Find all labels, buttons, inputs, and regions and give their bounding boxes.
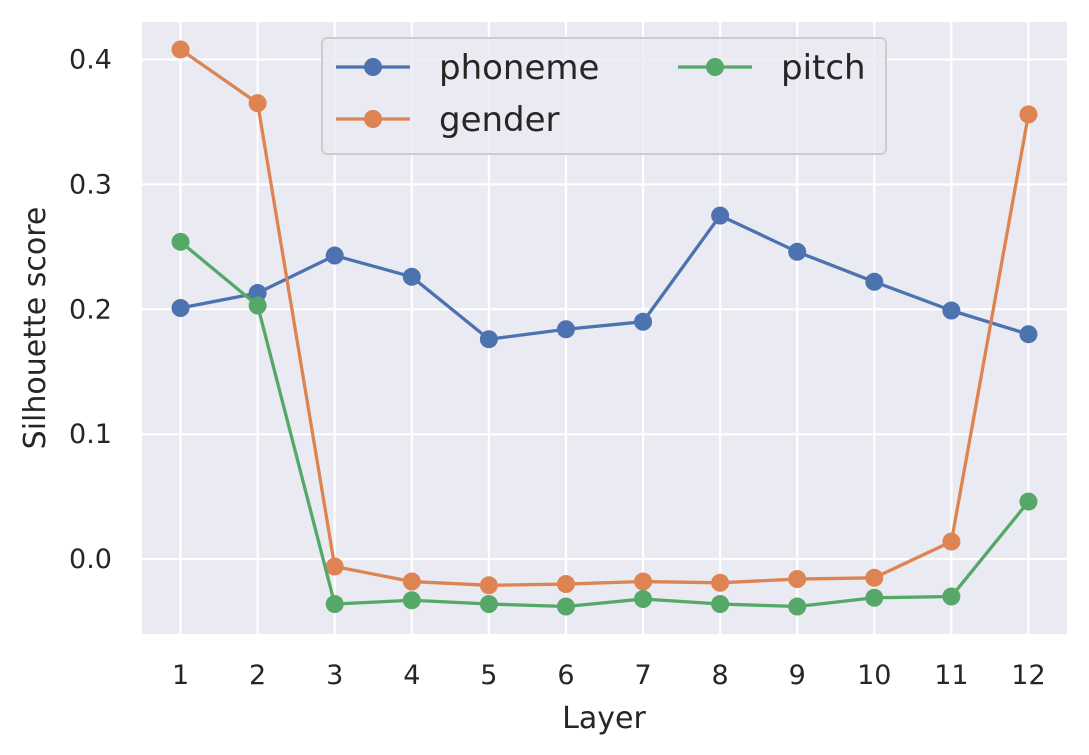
x-axis-label: Layer — [562, 701, 646, 736]
data-point-gender — [634, 572, 653, 591]
x-tick-label: 8 — [712, 660, 729, 691]
data-point-pitch — [171, 232, 190, 251]
data-point-gender — [865, 568, 884, 587]
legend-label: pitch — [781, 48, 866, 88]
x-tick-label: 6 — [557, 660, 574, 691]
legend-entry-gender: gender — [336, 100, 560, 140]
data-point-phoneme — [556, 320, 575, 339]
y-axis-label: Silhouette score — [18, 207, 53, 450]
series-line-phoneme — [178, 213, 1031, 341]
x-tick-label: 4 — [403, 660, 420, 691]
data-point-gender — [248, 94, 267, 113]
legend-label: gender — [439, 100, 560, 140]
series-layer — [171, 40, 1038, 616]
data-point-phoneme — [325, 246, 344, 265]
data-point-phoneme — [402, 267, 421, 286]
data-point-gender — [1019, 105, 1038, 124]
data-point-gender — [325, 557, 344, 576]
series-gender — [171, 40, 1038, 595]
x-tick-label: 7 — [634, 660, 651, 691]
data-point-pitch — [942, 587, 961, 606]
data-point-phoneme — [634, 312, 653, 331]
y-tick-label: 0.0 — [69, 544, 112, 575]
data-point-pitch — [1019, 492, 1038, 511]
data-point-pitch — [479, 595, 498, 614]
data-point-phoneme — [171, 299, 190, 318]
data-point-gender — [556, 575, 575, 594]
x-tick-label: 3 — [326, 660, 343, 691]
series-pitch — [171, 232, 1038, 616]
legend-label: phoneme — [439, 48, 599, 88]
data-point-phoneme — [788, 242, 807, 261]
data-point-pitch — [556, 597, 575, 616]
legend: phoneme gender pitch — [321, 37, 887, 155]
data-point-pitch — [402, 591, 421, 610]
data-point-pitch — [865, 588, 884, 607]
data-point-pitch — [711, 595, 730, 614]
x-tick-label: 12 — [1011, 660, 1045, 691]
legend-marker — [364, 58, 382, 76]
data-point-gender — [479, 576, 498, 595]
data-point-gender — [942, 532, 961, 551]
x-tick-label: 5 — [480, 660, 497, 691]
data-point-pitch — [788, 597, 807, 616]
x-tick-label: 2 — [249, 660, 266, 691]
data-point-phoneme — [711, 206, 730, 225]
y-tick-label: 0.4 — [69, 44, 112, 75]
data-point-phoneme — [942, 301, 961, 320]
series-line-gender — [178, 47, 1031, 587]
y-tick-label: 0.2 — [69, 294, 112, 325]
data-point-phoneme — [1019, 325, 1038, 344]
x-tick-label: 9 — [789, 660, 806, 691]
data-point-pitch — [634, 590, 653, 609]
legend-entry-phoneme: phoneme — [336, 48, 599, 88]
data-point-gender — [402, 572, 421, 591]
y-tick-label: 0.3 — [69, 169, 112, 200]
data-point-gender — [171, 40, 190, 59]
x-tick-label: 1 — [172, 660, 189, 691]
data-point-phoneme — [248, 284, 267, 303]
data-point-pitch — [248, 296, 267, 315]
data-point-gender — [788, 570, 807, 589]
series-line-pitch — [178, 240, 1031, 609]
legend-marker — [706, 58, 724, 76]
x-tick-label: 11 — [934, 660, 968, 691]
legend-marker — [364, 110, 382, 128]
data-point-pitch — [325, 595, 344, 614]
y-tick-label: 0.1 — [69, 419, 112, 450]
x-tick-label: 10 — [857, 660, 891, 691]
tick-labels: 1 2 3 4 5 6 7 8 9 10 11 120.00.10.20.30.4 — [69, 44, 1046, 691]
data-point-phoneme — [479, 330, 498, 349]
series-phoneme — [171, 206, 1038, 349]
legend-entry-pitch: pitch — [678, 48, 866, 88]
data-point-gender — [711, 573, 730, 592]
data-point-phoneme — [865, 272, 884, 291]
